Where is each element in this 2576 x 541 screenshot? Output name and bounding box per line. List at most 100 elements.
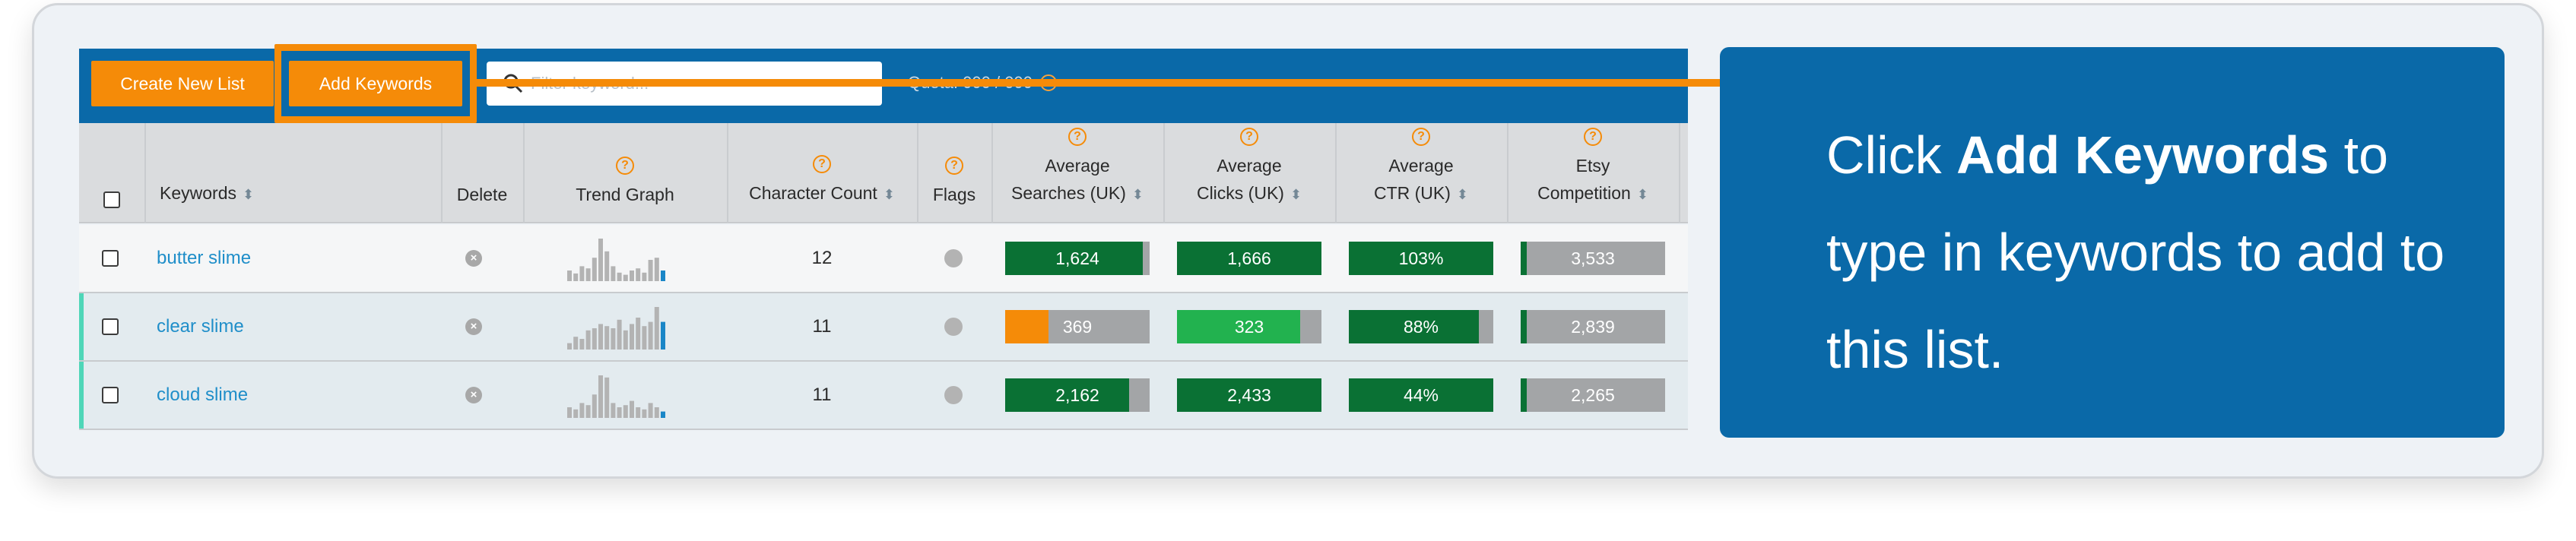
sort-icon[interactable]: ⬍ bbox=[1456, 187, 1469, 202]
sort-icon[interactable]: ⬍ bbox=[1636, 187, 1648, 202]
trend-bar bbox=[611, 328, 616, 350]
trend-sparkline bbox=[567, 239, 665, 281]
average-searches-column-header[interactable]: ? Average Searches (UK) ⬍ bbox=[991, 123, 1163, 223]
trend-bar bbox=[642, 409, 647, 418]
trend-bar bbox=[611, 403, 616, 418]
keyword-list-app: Create New List Add Keywords Filter keyw… bbox=[79, 44, 2123, 435]
help-icon[interactable]: ? bbox=[945, 157, 963, 175]
character-count-header-label: Character Count bbox=[749, 183, 877, 203]
average-clicks-meter: 2,433 bbox=[1177, 378, 1321, 412]
instruction-text: Click Add Keywords to type in keywords t… bbox=[1826, 106, 2480, 398]
trend-sparkline bbox=[567, 307, 665, 350]
create-new-list-button[interactable]: Create New List bbox=[91, 61, 274, 106]
trend-bar bbox=[617, 319, 622, 350]
trend-bar bbox=[585, 330, 591, 350]
trend-bar bbox=[648, 403, 653, 418]
etsy-competition-meter-value: 2,265 bbox=[1571, 384, 1615, 405]
keyword-link[interactable]: clear slime bbox=[157, 316, 244, 337]
select-all-header bbox=[79, 123, 144, 223]
flag-indicator bbox=[944, 249, 963, 267]
average-ctr-meter-value: 103% bbox=[1398, 248, 1444, 268]
trend-bar bbox=[648, 321, 653, 350]
trend-bar bbox=[617, 407, 622, 418]
row-checkbox[interactable] bbox=[102, 387, 119, 403]
trend-bar bbox=[611, 266, 616, 281]
trend-bar bbox=[592, 328, 597, 350]
row-selected-accent bbox=[79, 293, 84, 360]
character-count-value: 12 bbox=[811, 248, 833, 268]
trend-bar bbox=[567, 343, 572, 350]
trend-bar bbox=[623, 405, 628, 418]
table-row[interactable]: clear slime × 11 369 323 88% 2,839 bbox=[79, 293, 1688, 362]
delete-column-header: Delete bbox=[441, 123, 523, 223]
average-searches-meter: 2,162 bbox=[1005, 378, 1150, 412]
instruction-bold: Add Keywords bbox=[1956, 125, 2330, 185]
row-checkbox[interactable] bbox=[102, 318, 119, 335]
help-icon[interactable]: ? bbox=[1412, 128, 1430, 146]
trend-bar bbox=[654, 258, 659, 281]
sort-icon[interactable]: ⬍ bbox=[883, 187, 895, 202]
trend-bar bbox=[642, 326, 647, 350]
sort-icon[interactable]: ⬍ bbox=[1290, 187, 1302, 202]
trend-bar bbox=[630, 270, 634, 281]
trend-bar bbox=[661, 411, 665, 418]
trend-bar bbox=[654, 307, 659, 350]
trend-bar bbox=[636, 268, 641, 281]
character-count-value: 11 bbox=[812, 384, 832, 405]
average-ctr-header-line1: Average bbox=[1388, 156, 1454, 176]
callout-connector bbox=[474, 79, 2123, 87]
table-header: Keywords ⬍ Delete ? Trend Graph ? Charact… bbox=[79, 123, 1688, 223]
average-searches-meter-value: 1,624 bbox=[1055, 248, 1099, 268]
average-clicks-header-line2: Clicks (UK) bbox=[1196, 183, 1284, 203]
average-clicks-meter: 323 bbox=[1177, 310, 1321, 343]
character-count-column-header[interactable]: ? Character Count ⬍ bbox=[727, 123, 917, 223]
add-keywords-button[interactable]: Add Keywords bbox=[289, 61, 462, 106]
instruction-suffix: to type in keywords to add to this list. bbox=[1826, 125, 2445, 379]
trend-bar bbox=[579, 266, 585, 281]
average-searches-meter-value: 369 bbox=[1062, 316, 1093, 337]
etsy-competition-column-header[interactable]: ? Etsy Competition ⬍ bbox=[1507, 123, 1679, 223]
delete-icon[interactable]: × bbox=[465, 318, 482, 335]
average-ctr-meter-value: 44% bbox=[1403, 384, 1439, 405]
help-icon[interactable]: ? bbox=[616, 157, 634, 175]
flag-indicator bbox=[944, 318, 963, 336]
average-ctr-meter: 88% bbox=[1349, 310, 1493, 343]
trend-bar bbox=[585, 405, 591, 418]
trend-bar bbox=[573, 273, 579, 281]
etsy-competition-meter: 2,839 bbox=[1521, 310, 1665, 343]
keywords-header-label: Keywords bbox=[160, 183, 236, 203]
average-clicks-column-header[interactable]: ? Average Clicks (UK) ⬍ bbox=[1163, 123, 1335, 223]
help-icon[interactable]: ? bbox=[1240, 128, 1258, 146]
trend-bar bbox=[623, 274, 628, 281]
keywords-column-header[interactable]: Keywords ⬍ bbox=[144, 123, 441, 223]
sort-icon[interactable]: ⬍ bbox=[242, 187, 255, 202]
delete-icon[interactable]: × bbox=[465, 250, 482, 267]
table-row[interactable]: butter slime × 12 1,624 1,666 103% 3,533 bbox=[79, 225, 1688, 293]
add-keywords-highlight bbox=[274, 44, 477, 123]
keyword-link[interactable]: butter slime bbox=[157, 248, 252, 268]
average-clicks-header-line1: Average bbox=[1217, 156, 1282, 176]
etsy-competition-meter-value: 3,533 bbox=[1571, 248, 1615, 268]
etsy-competition-header-line2: Competition bbox=[1537, 183, 1631, 203]
table-row[interactable]: cloud slime × 11 2,162 2,433 44% 2,265 bbox=[79, 362, 1688, 430]
select-all-checkbox[interactable] bbox=[103, 191, 120, 208]
help-icon[interactable]: ? bbox=[1068, 128, 1087, 146]
sort-icon[interactable]: ⬍ bbox=[1131, 187, 1144, 202]
trend-bar bbox=[573, 337, 579, 350]
keyword-link[interactable]: cloud slime bbox=[157, 384, 249, 405]
delete-icon[interactable]: × bbox=[465, 387, 482, 403]
help-icon[interactable]: ? bbox=[813, 155, 831, 173]
average-searches-header-line1: Average bbox=[1045, 156, 1110, 176]
trend-bar bbox=[592, 258, 597, 281]
trend-bar bbox=[630, 324, 634, 350]
etsy-competition-meter: 2,265 bbox=[1521, 378, 1665, 412]
trend-bar bbox=[630, 400, 634, 418]
row-checkbox[interactable] bbox=[102, 250, 119, 267]
trend-bar bbox=[598, 375, 603, 418]
trend-bar bbox=[567, 270, 572, 281]
average-ctr-column-header[interactable]: ? Average CTR (UK) ⬍ bbox=[1335, 123, 1507, 223]
trend-bar bbox=[598, 239, 603, 281]
average-clicks-meter-value: 323 bbox=[1234, 316, 1264, 337]
average-ctr-meter-value: 88% bbox=[1403, 316, 1439, 337]
help-icon[interactable]: ? bbox=[1584, 128, 1602, 146]
